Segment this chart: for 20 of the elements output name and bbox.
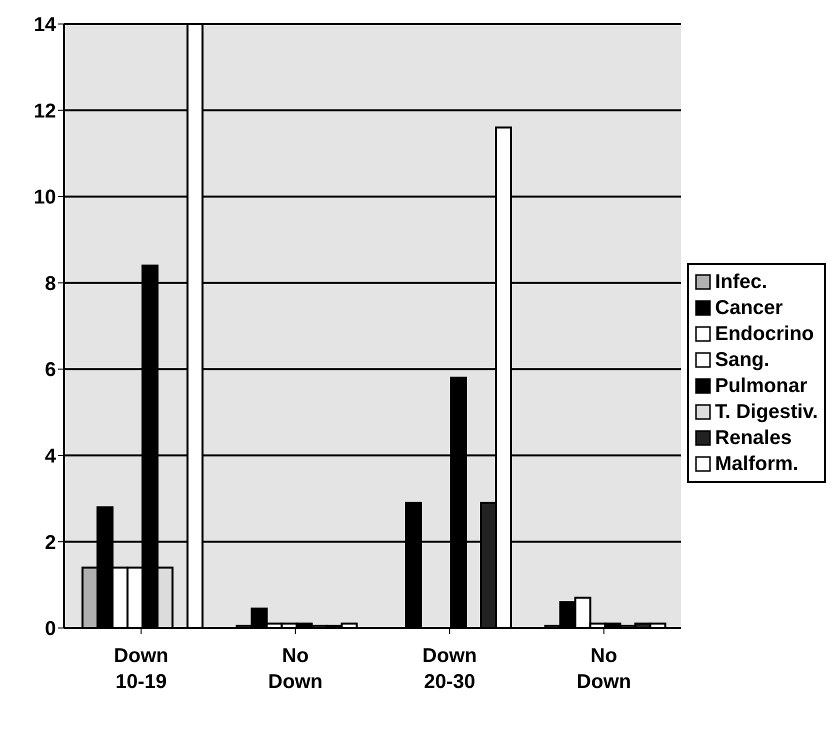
x-tick-label: No Down (576, 645, 632, 693)
y-tick-label: 6 (44, 359, 56, 382)
y-tick-label: 4 (44, 446, 57, 468)
legend-label: Sang. (715, 348, 770, 373)
legend-label: Infec. (715, 270, 768, 295)
x-tick-label: No Down (268, 645, 323, 693)
legend-label: T. Digestiv. (715, 400, 818, 425)
y-tick-label: 14 (34, 14, 57, 36)
legend-label: Endocrino (715, 322, 814, 347)
x-tick-label: Down 20-30 (422, 645, 477, 693)
legend-label: Pulmonar (715, 374, 808, 399)
y-tick-label: 8 (44, 272, 56, 295)
y-tick-label: 12 (34, 100, 56, 122)
legend-label: Cancer (715, 296, 783, 321)
legend-label: Renales (715, 426, 792, 451)
legend-label: Malform. (715, 452, 798, 477)
y-tick-label: 0 (44, 618, 56, 640)
y-tick-label: 10 (34, 186, 56, 209)
x-tick-label: Down 10-19 (114, 645, 168, 693)
y-tick-label: 2 (44, 532, 56, 554)
